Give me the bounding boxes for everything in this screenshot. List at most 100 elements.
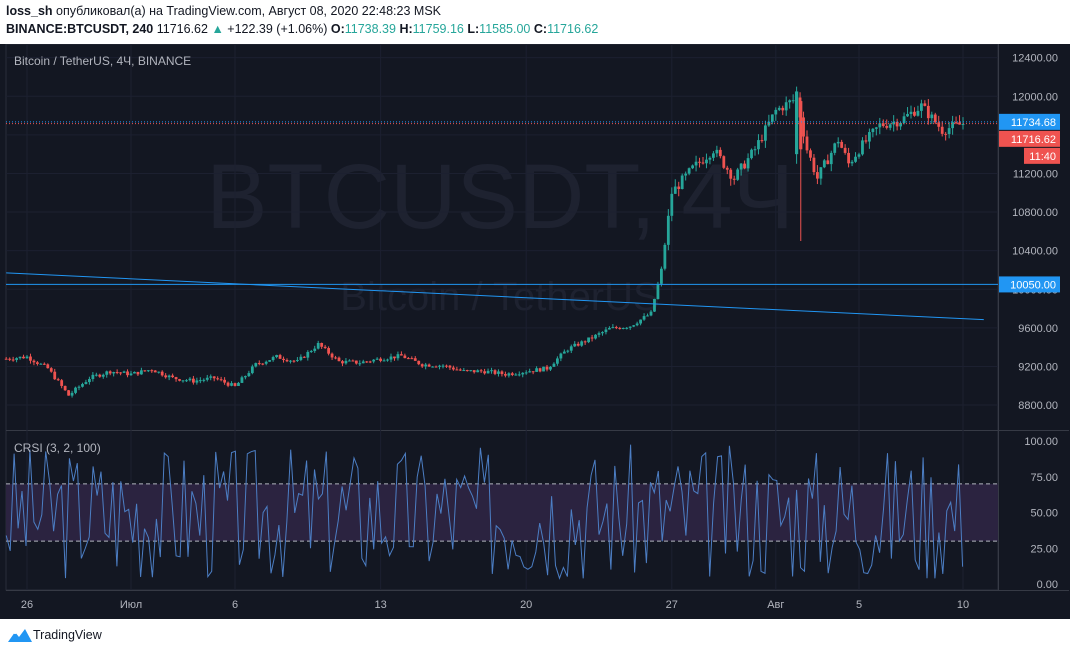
- candle: [816, 172, 819, 179]
- candle: [732, 178, 736, 180]
- candle: [417, 360, 421, 365]
- candle: [181, 380, 185, 382]
- candle: [431, 366, 434, 368]
- candle: [833, 143, 837, 153]
- x-tick-label: Июл: [120, 599, 142, 611]
- candle: [403, 355, 407, 359]
- candle: [386, 359, 389, 361]
- candle: [382, 360, 386, 362]
- publish-header: loss_sh опубликовал(а) на TradingView.co…: [6, 4, 441, 18]
- price-label: 11:40: [1029, 151, 1056, 163]
- candle: [230, 383, 233, 386]
- up-arrow-icon: ▲: [211, 22, 224, 36]
- candle: [649, 311, 653, 316]
- candle: [854, 156, 857, 162]
- candle: [375, 358, 379, 360]
- candle: [98, 374, 102, 377]
- candle: [406, 358, 410, 360]
- tradingview-brand[interactable]: TradingView: [33, 628, 102, 642]
- candle: [580, 341, 584, 346]
- candle: [434, 366, 438, 368]
- candle: [438, 365, 441, 367]
- candle: [760, 140, 764, 142]
- candle: [160, 371, 164, 376]
- candle: [292, 360, 296, 362]
- candle: [916, 110, 920, 116]
- candle: [112, 372, 116, 374]
- x-tick-label: 27: [666, 599, 678, 611]
- candle: [198, 380, 202, 382]
- candle: [736, 169, 740, 180]
- candle: [868, 132, 871, 142]
- candle: [715, 149, 719, 154]
- candle: [691, 165, 694, 169]
- y-tick-label: 10800.00: [1012, 207, 1058, 219]
- candle: [958, 122, 961, 125]
- open-label: O:: [330, 22, 345, 36]
- author-name[interactable]: loss_sh: [6, 4, 53, 18]
- candle: [594, 334, 597, 339]
- x-tick-label: 20: [520, 599, 532, 611]
- x-tick-label: 26: [21, 599, 33, 611]
- candle: [372, 359, 376, 362]
- tradingview-logo-icon[interactable]: [8, 628, 32, 642]
- candle: [77, 386, 81, 388]
- candle: [316, 342, 320, 349]
- candle: [701, 162, 705, 164]
- candle: [486, 370, 490, 374]
- candle: [684, 173, 688, 176]
- candle: [493, 370, 497, 374]
- price-label: 11716.62: [1011, 134, 1056, 146]
- candle: [368, 361, 372, 363]
- candle: [805, 136, 809, 151]
- candle: [510, 373, 514, 375]
- candle: [115, 372, 119, 374]
- candle: [264, 361, 268, 364]
- candle: [278, 355, 282, 359]
- candle: [819, 167, 823, 179]
- candle: [320, 342, 324, 347]
- ohlc-header: BINANCE:BTCUSDT, 240 11716.62 ▲ +122.39 …: [6, 22, 598, 36]
- candle: [119, 372, 122, 374]
- candle: [42, 363, 46, 365]
- candle: [608, 328, 611, 330]
- candle: [770, 114, 774, 122]
- candle: [590, 337, 594, 339]
- candle: [452, 367, 455, 370]
- candle: [49, 368, 53, 372]
- candle: [497, 371, 500, 374]
- candle: [81, 384, 84, 387]
- candle: [88, 379, 91, 383]
- candle: [302, 356, 306, 358]
- candle: [29, 356, 32, 361]
- candle: [150, 370, 154, 372]
- candle: [91, 374, 95, 380]
- candle: [947, 128, 951, 135]
- candle: [202, 379, 206, 381]
- candle: [885, 125, 889, 128]
- candle: [133, 371, 136, 374]
- y-tick-label: 9600.00: [1018, 323, 1058, 335]
- candle: [67, 390, 70, 396]
- candle: [625, 327, 629, 329]
- high-value: 11759.16: [412, 22, 464, 36]
- candle: [524, 372, 528, 374]
- candle: [84, 382, 88, 385]
- candle: [601, 332, 604, 334]
- candle: [621, 328, 625, 330]
- candle: [538, 368, 542, 372]
- candle: [424, 364, 428, 367]
- candle: [122, 371, 126, 373]
- footer: TradingView: [0, 619, 1070, 654]
- candle: [822, 160, 826, 168]
- candle: [15, 358, 18, 360]
- candle: [354, 360, 358, 364]
- candle: [923, 103, 927, 106]
- candle: [108, 371, 112, 374]
- candle: [753, 149, 757, 151]
- rsi-title: CRSI (3, 2, 100): [14, 441, 101, 455]
- candle: [861, 140, 864, 155]
- candle: [136, 371, 140, 375]
- candle: [799, 101, 803, 150]
